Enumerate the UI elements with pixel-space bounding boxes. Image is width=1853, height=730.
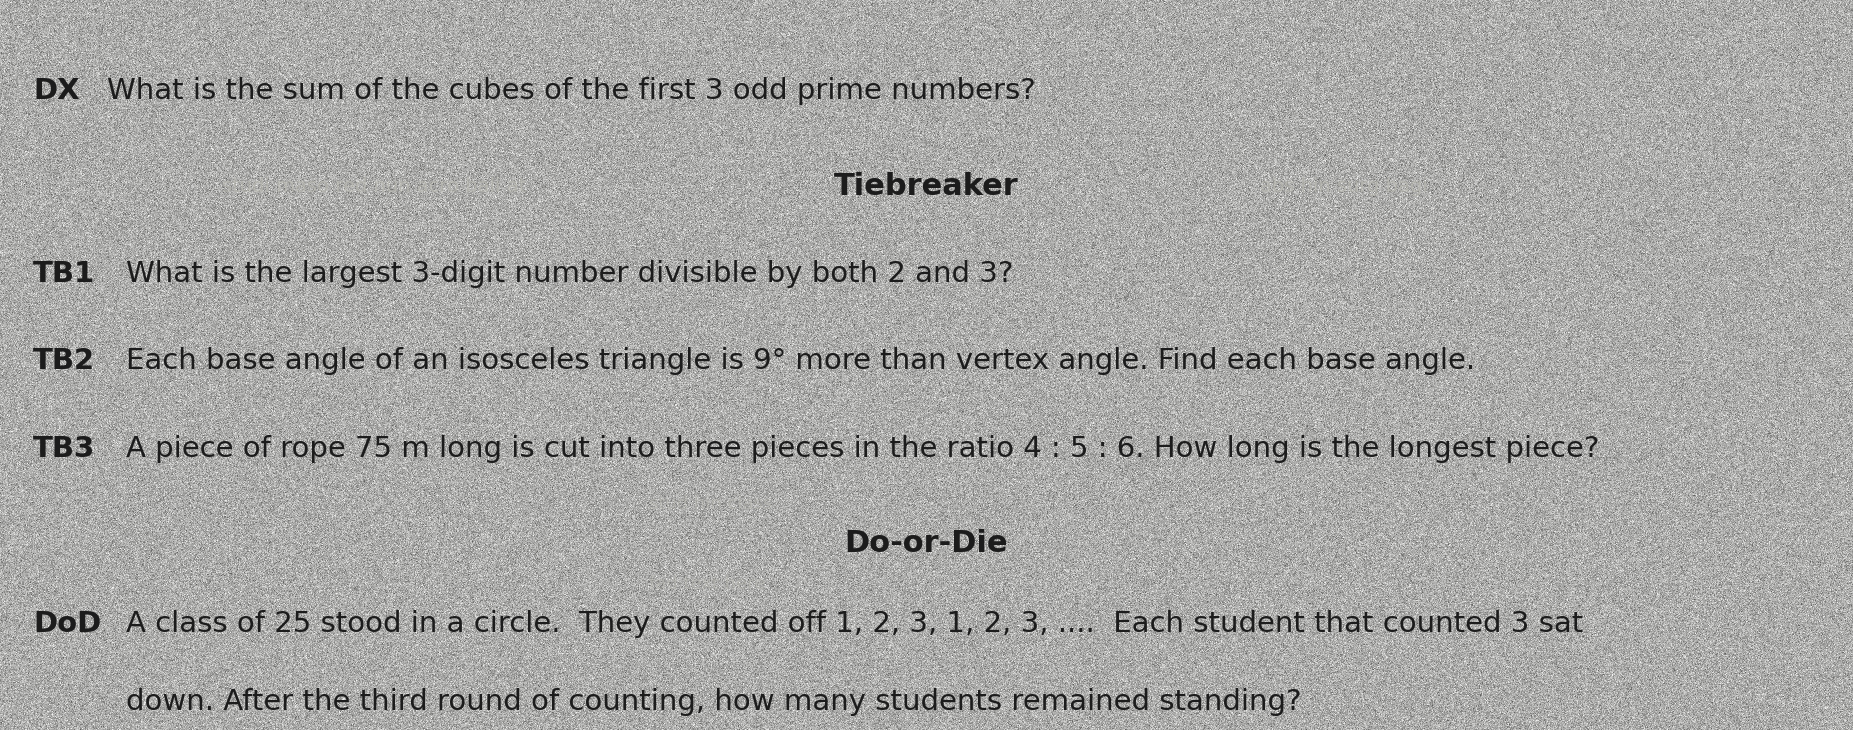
Text: What is the largest 3-digit number divisible by both 2 and 3?: What is the largest 3-digit number divis… [126,260,1014,288]
Text: down. After the third round of counting, how many students remained standing?: down. After the third round of counting,… [126,688,1301,716]
Text: DX: DX [33,77,80,105]
Text: A piece of rope 75 m long is cut into three pieces in the ratio 4 : 5 : 6. How l: A piece of rope 75 m long is cut into th… [126,435,1599,463]
Text: fad text here: fad text here [649,575,765,593]
Text: stud hin class: stud hin class [649,495,773,512]
Text: TB2: TB2 [33,347,96,375]
Text: What is the sum of the cubes of the first 3 odd prime numbers?: What is the sum of the cubes of the firs… [107,77,1036,105]
Text: Do-or-Die: Do-or-Die [845,529,1008,558]
Text: abs hin surg bagi: abs hin surg bagi [1260,177,1429,196]
Text: DoD: DoD [33,610,102,638]
Text: studi maso red nun acro bali at: studi maso red nun acro bali at [222,177,526,196]
Text: Tiebreaker: Tiebreaker [834,172,1019,201]
Text: TB3: TB3 [33,435,96,463]
Text: A class of 25 stood in a circle.  They counted off 1, 2, 3, 1, 2, 3, ....  Each : A class of 25 stood in a circle. They co… [126,610,1582,638]
Text: Each base angle of an isosceles triangle is 9° more than vertex angle. Find each: Each base angle of an isosceles triangle… [126,347,1475,375]
Text: TB1: TB1 [33,260,96,288]
